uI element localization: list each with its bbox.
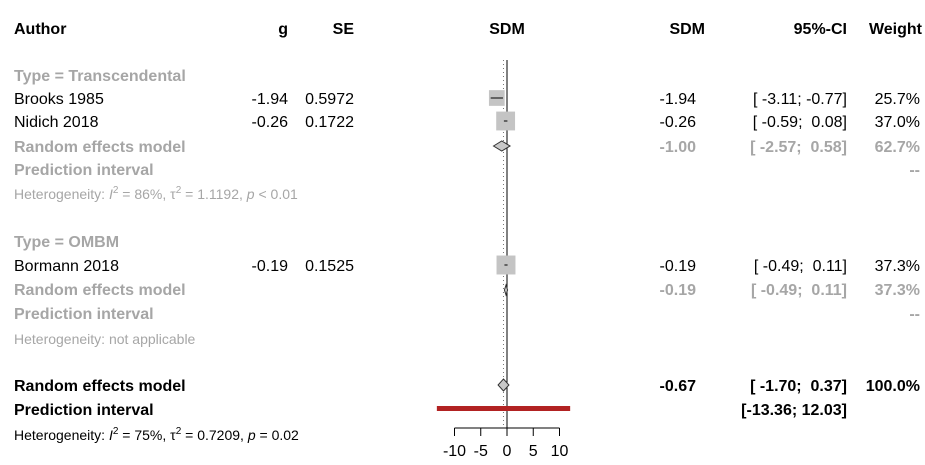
re-label-overall: Random effects model bbox=[14, 378, 186, 395]
study-author: Bormann 2018 bbox=[14, 258, 119, 275]
pi-weight-group-1: -- bbox=[909, 162, 920, 179]
header-se: SE bbox=[333, 21, 355, 38]
re-ci-group-2: [ -0.49; 0.11] bbox=[751, 282, 847, 299]
re-sdm-group-2: -0.19 bbox=[660, 282, 697, 299]
pi-ci-overall: [-13.36; 12.03] bbox=[741, 402, 847, 419]
study-g: -0.26 bbox=[252, 114, 289, 131]
study-g: -0.19 bbox=[252, 258, 289, 275]
group-label-transcendental: Type = Transcendental bbox=[14, 68, 186, 85]
study-se: 0.1525 bbox=[305, 258, 354, 275]
header-author: Author bbox=[14, 21, 66, 38]
header-g: g bbox=[278, 21, 288, 38]
subgroup-diamond bbox=[492, 140, 512, 152]
pi-label-overall: Prediction interval bbox=[14, 402, 154, 419]
study-se: 0.5972 bbox=[305, 91, 354, 108]
study-author: Brooks 1985 bbox=[14, 91, 104, 108]
overall-diamond bbox=[497, 378, 510, 392]
study-weight: 37.3% bbox=[875, 258, 920, 275]
chart-marks: -10 -5 0 5 10 bbox=[436, 90, 571, 460]
pi-label-group-1: Prediction interval bbox=[14, 162, 154, 179]
x-tick-label: 10 bbox=[551, 443, 569, 460]
subgroup-diamond bbox=[503, 283, 509, 297]
heterogeneity-group-1: Heterogeneity: I2 = 86%, τ2 = 1.1192, p … bbox=[14, 185, 298, 202]
header-sdm-plot: SDM bbox=[489, 21, 525, 38]
study-weight: 25.7% bbox=[875, 91, 920, 108]
header-sdm: SDM bbox=[669, 21, 705, 38]
re-label-group-2: Random effects model bbox=[14, 282, 186, 299]
study-sdm: -0.19 bbox=[660, 258, 697, 275]
heterogeneity-group-2: Heterogeneity: not applicable bbox=[14, 331, 196, 347]
x-tick-label: 0 bbox=[503, 443, 512, 460]
study-ci: [ -0.49; 0.11] bbox=[754, 258, 847, 275]
header-weight: Weight bbox=[869, 21, 923, 38]
re-weight-group-2: 37.3% bbox=[875, 282, 920, 299]
study-ci: [ -3.11; -0.77] bbox=[753, 91, 847, 108]
group-label-ombm: Type = OMBM bbox=[14, 234, 119, 251]
study-ci: [ -0.59; 0.08] bbox=[753, 114, 847, 131]
study-sdm: -0.26 bbox=[660, 114, 697, 131]
study-g: -1.94 bbox=[252, 91, 289, 108]
re-weight-overall: 100.0% bbox=[866, 378, 920, 395]
re-ci-group-1: [ -2.57; 0.58] bbox=[750, 139, 847, 156]
re-ci-overall: [ -1.70; 0.37] bbox=[750, 378, 847, 395]
study-author: Nidich 2018 bbox=[14, 114, 99, 131]
study-sdm: -1.94 bbox=[660, 91, 697, 108]
re-weight-group-1: 62.7% bbox=[875, 139, 920, 156]
x-tick-label: -10 bbox=[443, 443, 466, 460]
header-ci: 95%-CI bbox=[794, 21, 847, 38]
heterogeneity-overall: Heterogeneity: I2 = 75%, τ2 = 0.7209, p … bbox=[14, 426, 299, 443]
re-sdm-overall: -0.67 bbox=[660, 378, 697, 395]
x-tick-label: -5 bbox=[474, 443, 488, 460]
pi-label-group-2: Prediction interval bbox=[14, 306, 154, 323]
x-tick-label: 5 bbox=[529, 443, 538, 460]
study-se: 0.1722 bbox=[305, 114, 354, 131]
pi-weight-group-2: -- bbox=[909, 306, 920, 323]
study-weight: 37.0% bbox=[875, 114, 920, 131]
re-label-group-1: Random effects model bbox=[14, 139, 186, 156]
prediction-interval-bar bbox=[436, 406, 571, 411]
re-sdm-group-1: -1.00 bbox=[660, 139, 697, 156]
